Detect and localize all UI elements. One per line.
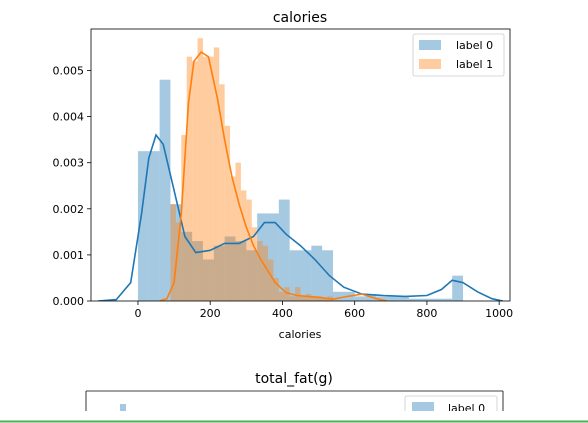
histogram-bar-label-0-24 [398,296,409,301]
histogram-bar-label-0-23 [387,296,399,301]
legend: label 0 label 1 [412,33,505,77]
x-axis-ticks: 0 200 400 600 800 1000 [134,301,513,320]
histogram-bar-label-0-22 [376,296,388,301]
histogram-bar-label-1-3 [186,56,193,301]
histogram-bar-label-1-1 [175,222,182,301]
histogram-bar-label-1-17 [262,245,268,301]
kde-line-label-1 [159,51,388,301]
histogram-bar-label-1-5 [197,38,203,301]
histogram-bar-label-0-5 [192,241,203,301]
histogram-bar-label-0-27 [430,298,442,301]
kde-line-label-0 [98,133,503,301]
histogram-bar-label-1-27 [316,296,323,301]
y-tick-label: 0.002 [53,203,85,216]
x-tick-label: 200 [200,307,221,320]
histogram-bar-label-1-22 [289,296,296,301]
histogram-bar-label-0-9 [235,241,247,301]
histogram-bar-label-1-11 [230,176,236,301]
y-tick-label: 0.001 [53,249,85,262]
histogram-bar-label-1-25 [305,294,312,301]
legend-entry-label-0: label 0 [456,39,493,52]
histogram-bar-label-1-7 [208,56,214,301]
histogram-bar-label-1-4 [192,61,198,301]
plot-area-frame [90,28,511,302]
calories-chart: calories 0 200 400 600 800 1000 0.0000.0010.0… [53,10,514,341]
histogram-bars-label-0 [137,79,464,301]
histogram-bar-label-0-8 [224,236,236,301]
chart-title: calories [273,10,327,26]
histogram-bar-label-0-29 [452,275,464,301]
histogram-bar-label-0-12 [267,213,279,301]
histogram-bar-label-1-13 [240,190,247,301]
histogram-bar-label-1-2 [181,135,187,301]
viewport-bottom-cover [0,411,588,423]
legend-swatch-label-0 [412,402,434,412]
histogram-bar-label-0-6 [202,259,214,301]
x-axis-label: calories [279,328,322,341]
histogram-bar-label-1-20 [278,291,285,301]
histogram-bar-label-1-23 [295,287,301,301]
x-tick-label: 600 [344,307,365,320]
histogram-bar-label-0-14 [289,250,301,301]
histogram-bar-label-0-26 [419,298,431,301]
histogram-bar-label-1-15 [251,227,258,301]
histogram-bar-label-0-20 [354,296,366,301]
total-fat-chart: total_fat(g) label 0 [85,371,504,415]
histogram-bar-label-0-7 [213,245,225,301]
histogram-bar [120,404,126,412]
legend-box [412,33,505,77]
histogram-bar-label-0-4 [181,231,193,301]
y-tick-label: 0.003 [53,157,85,170]
y-tick-label: 0.000 [53,295,85,308]
histogram-bar-label-0-0 [137,151,149,301]
histogram-bar-label-1-14 [246,199,252,301]
histogram-bar-label-0-16 [311,245,323,301]
histogram-bar-label-1-24 [300,296,306,301]
histogram-bar-label-0-2 [159,79,171,301]
histogram-bar-label-0-17 [322,250,334,301]
histogram-bar-label-0-28 [441,298,453,301]
histogram-bar-label-1-21 [284,287,290,301]
legend-swatch-label-1 [419,59,441,69]
histogram-bar-label-1-10 [224,125,231,301]
histogram-bar-label-1-0 [170,204,176,301]
x-tick-label: 800 [416,307,437,320]
histogram-bar-label-1-16 [257,241,263,301]
histogram-bar-label-0-25 [408,298,420,301]
x-tick-label: 1000 [485,307,513,320]
x-tick-label: 0 [134,307,141,320]
histogram-bar-label-1-6 [202,56,209,301]
chart-title: total_fat(g) [255,371,333,387]
histogram-bar-label-1-26 [311,296,317,301]
histogram-bar-label-1-19 [273,277,279,301]
histogram-bar-label-0-13 [278,199,290,301]
histogram-bars-label-1 [170,38,334,301]
histogram-bar-label-1-28 [322,298,328,301]
histogram-bar-label-1-12 [235,162,241,301]
histogram-bar-label-0-3 [170,204,182,301]
y-tick-label: 0.005 [53,64,85,77]
histogram-bar-label-1-8 [213,47,220,301]
y-tick-label: 0.004 [53,111,85,124]
histogram-bar-label-0-10 [246,250,258,301]
histogram-bar-label-0-18 [333,291,344,301]
legend-entry-label-1: label 1 [456,58,493,71]
histogram-bar-label-0-11 [257,213,268,301]
histogram-bar-label-0-1 [148,151,160,301]
legend-swatch-label-0 [419,40,441,50]
histogram-bar-label-1-9 [219,84,225,301]
x-tick-label: 400 [272,307,293,320]
y-axis-ticks: 0.000 0.001 0.002 0.003 0.004 0.005 [53,64,91,308]
histogram-bar-label-1-18 [267,259,274,301]
histogram-bar-label-0-15 [300,250,312,301]
